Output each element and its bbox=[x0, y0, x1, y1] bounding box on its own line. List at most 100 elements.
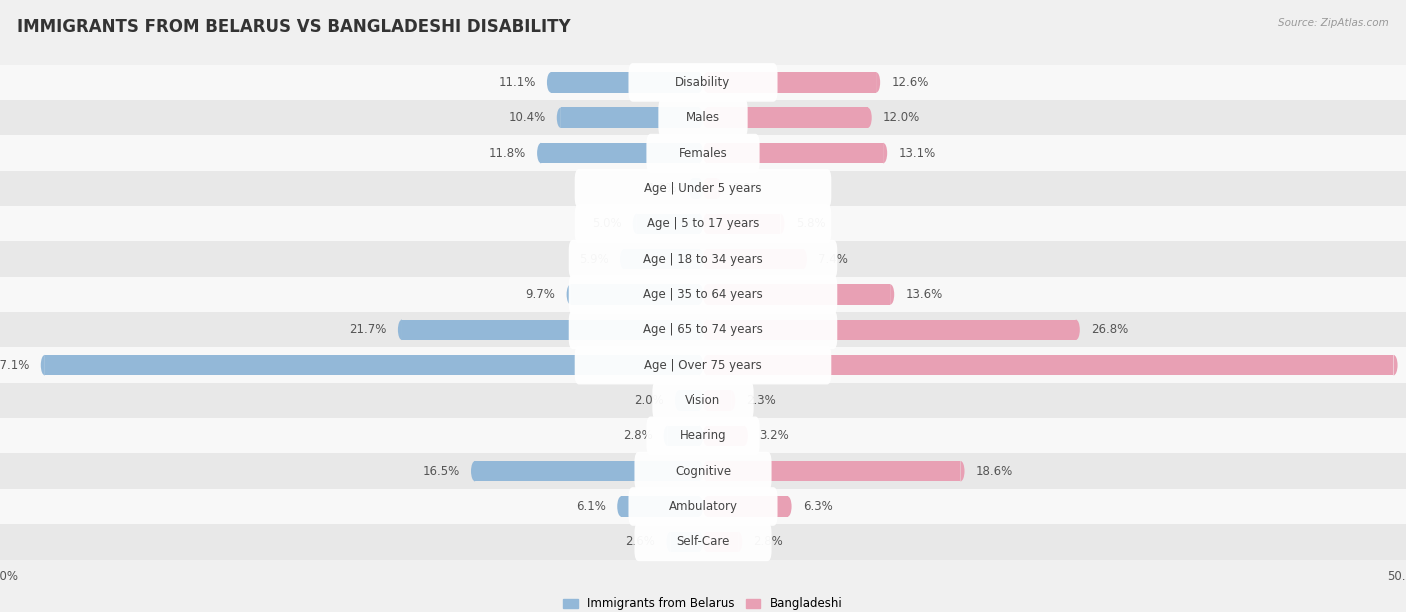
Wedge shape bbox=[703, 496, 707, 517]
Bar bbox=[707, 284, 890, 305]
Text: Males: Males bbox=[686, 111, 720, 124]
Text: 47.1%: 47.1% bbox=[0, 359, 30, 371]
Text: Females: Females bbox=[679, 147, 727, 160]
Wedge shape bbox=[689, 178, 693, 199]
Wedge shape bbox=[699, 355, 703, 375]
Bar bbox=[707, 249, 803, 269]
Text: Hearing: Hearing bbox=[679, 429, 727, 442]
Text: 5.0%: 5.0% bbox=[592, 217, 621, 230]
Wedge shape bbox=[699, 249, 703, 269]
FancyBboxPatch shape bbox=[575, 204, 831, 243]
Text: Cognitive: Cognitive bbox=[675, 465, 731, 477]
FancyBboxPatch shape bbox=[0, 135, 1406, 171]
Wedge shape bbox=[699, 319, 703, 340]
Text: Disability: Disability bbox=[675, 76, 731, 89]
FancyBboxPatch shape bbox=[0, 382, 1406, 418]
Wedge shape bbox=[567, 284, 571, 305]
Text: Age | Over 75 years: Age | Over 75 years bbox=[644, 359, 762, 371]
Bar bbox=[671, 532, 699, 552]
Bar bbox=[707, 143, 883, 163]
Wedge shape bbox=[703, 425, 707, 446]
Wedge shape bbox=[675, 390, 679, 411]
FancyBboxPatch shape bbox=[0, 100, 1406, 135]
Text: 2.6%: 2.6% bbox=[626, 536, 655, 548]
Text: 2.8%: 2.8% bbox=[623, 429, 652, 442]
Text: 6.1%: 6.1% bbox=[576, 500, 606, 513]
FancyBboxPatch shape bbox=[575, 169, 831, 207]
Wedge shape bbox=[41, 355, 45, 375]
Bar bbox=[707, 178, 717, 199]
Bar bbox=[707, 214, 780, 234]
Wedge shape bbox=[960, 461, 965, 482]
Text: 11.1%: 11.1% bbox=[498, 76, 536, 89]
Bar bbox=[637, 214, 699, 234]
Bar bbox=[668, 425, 699, 446]
Wedge shape bbox=[703, 143, 707, 163]
Text: 16.5%: 16.5% bbox=[423, 465, 460, 477]
Text: 2.8%: 2.8% bbox=[754, 536, 783, 548]
FancyBboxPatch shape bbox=[634, 523, 772, 561]
Wedge shape bbox=[703, 461, 707, 482]
Bar bbox=[707, 425, 744, 446]
FancyBboxPatch shape bbox=[652, 381, 754, 420]
Text: Age | 35 to 64 years: Age | 35 to 64 years bbox=[643, 288, 763, 301]
Bar bbox=[707, 532, 738, 552]
Bar bbox=[707, 496, 787, 517]
Wedge shape bbox=[883, 143, 887, 163]
Wedge shape bbox=[699, 425, 703, 446]
Text: Ambulatory: Ambulatory bbox=[668, 500, 738, 513]
Text: 21.7%: 21.7% bbox=[349, 323, 387, 336]
Wedge shape bbox=[699, 284, 703, 305]
Wedge shape bbox=[398, 319, 402, 340]
Text: 2.3%: 2.3% bbox=[747, 394, 776, 407]
Bar bbox=[707, 108, 868, 128]
Bar bbox=[551, 72, 699, 92]
Wedge shape bbox=[787, 496, 792, 517]
Wedge shape bbox=[666, 532, 671, 552]
Text: 1.0%: 1.0% bbox=[648, 182, 678, 195]
Legend: Immigrants from Belarus, Bangladeshi: Immigrants from Belarus, Bangladeshi bbox=[558, 592, 848, 612]
FancyBboxPatch shape bbox=[634, 452, 772, 490]
Wedge shape bbox=[890, 284, 894, 305]
FancyBboxPatch shape bbox=[568, 310, 838, 349]
Text: 2.0%: 2.0% bbox=[634, 394, 664, 407]
Wedge shape bbox=[703, 214, 707, 234]
Text: Vision: Vision bbox=[685, 394, 721, 407]
Bar bbox=[402, 319, 699, 340]
FancyBboxPatch shape bbox=[0, 65, 1406, 100]
Wedge shape bbox=[557, 108, 561, 128]
Wedge shape bbox=[699, 461, 703, 482]
Wedge shape bbox=[699, 214, 703, 234]
FancyBboxPatch shape bbox=[0, 453, 1406, 489]
Bar bbox=[541, 143, 699, 163]
Text: 13.1%: 13.1% bbox=[898, 147, 935, 160]
Wedge shape bbox=[664, 425, 668, 446]
Wedge shape bbox=[699, 178, 703, 199]
Bar bbox=[561, 108, 699, 128]
Bar bbox=[624, 249, 699, 269]
Text: 12.0%: 12.0% bbox=[883, 111, 920, 124]
FancyBboxPatch shape bbox=[0, 418, 1406, 453]
Wedge shape bbox=[699, 532, 703, 552]
Wedge shape bbox=[731, 390, 735, 411]
Text: Self-Care: Self-Care bbox=[676, 536, 730, 548]
FancyBboxPatch shape bbox=[0, 524, 1406, 559]
Wedge shape bbox=[617, 496, 621, 517]
Text: 3.2%: 3.2% bbox=[759, 429, 789, 442]
FancyBboxPatch shape bbox=[568, 275, 838, 314]
Text: Age | Under 5 years: Age | Under 5 years bbox=[644, 182, 762, 195]
Wedge shape bbox=[547, 72, 551, 92]
Text: 7.4%: 7.4% bbox=[818, 253, 848, 266]
Bar bbox=[45, 355, 699, 375]
Wedge shape bbox=[703, 390, 707, 411]
Wedge shape bbox=[699, 108, 703, 128]
Wedge shape bbox=[699, 390, 703, 411]
FancyBboxPatch shape bbox=[647, 134, 759, 173]
Text: 9.7%: 9.7% bbox=[526, 288, 555, 301]
Bar bbox=[693, 178, 699, 199]
Wedge shape bbox=[471, 461, 475, 482]
Wedge shape bbox=[717, 178, 721, 199]
Wedge shape bbox=[876, 72, 880, 92]
Text: 18.6%: 18.6% bbox=[976, 465, 1012, 477]
Text: 26.8%: 26.8% bbox=[1091, 323, 1128, 336]
